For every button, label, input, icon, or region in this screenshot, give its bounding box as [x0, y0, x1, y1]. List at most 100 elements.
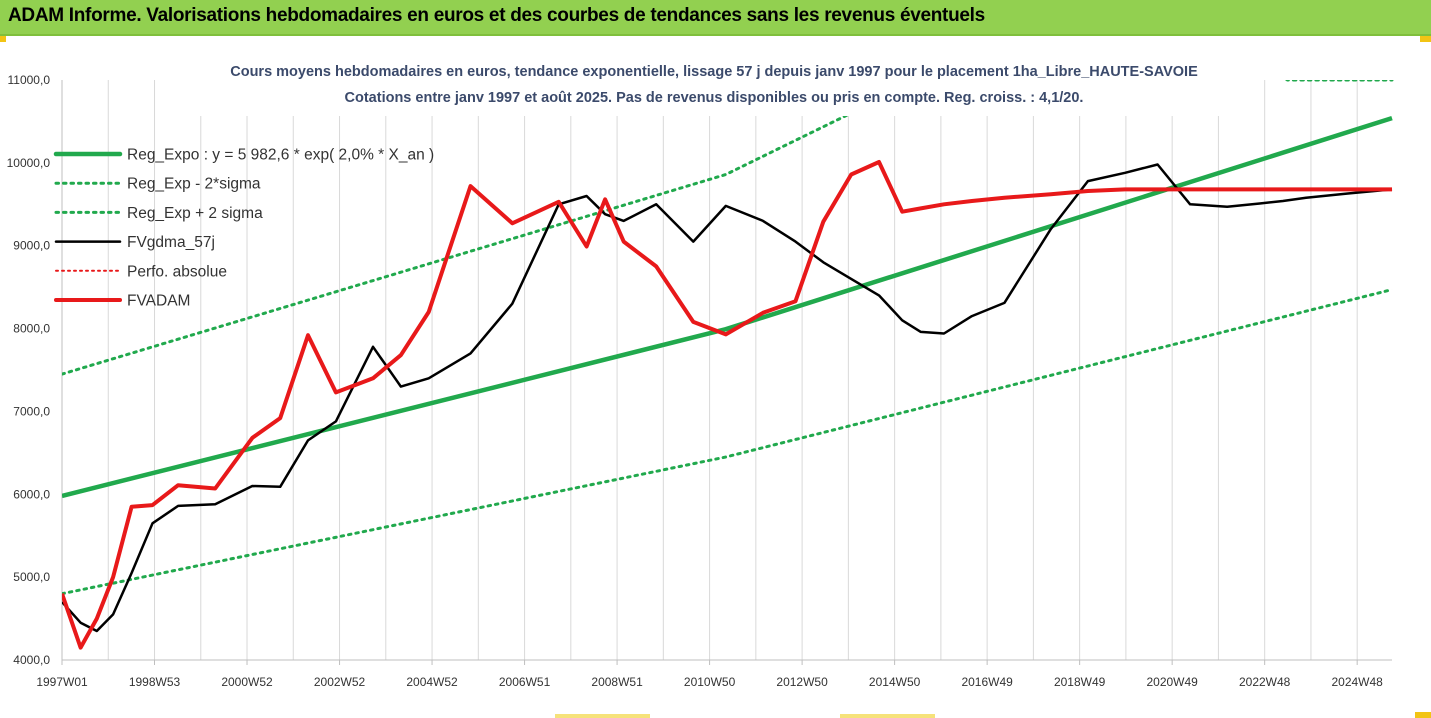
fvadam-point	[131, 506, 132, 507]
fvadam-point	[558, 201, 559, 202]
fvgdma-point	[1227, 206, 1228, 207]
fvadam-point	[1050, 194, 1051, 195]
x-tick-label: 2004W52	[406, 675, 458, 689]
trend-chart: Cours moyens hebdomadaires en euros, ten…	[7, 56, 1394, 689]
y-tick-label: 9000,0	[13, 239, 50, 253]
chart-title-line-2: Cotations entre janv 1997 et août 2025. …	[345, 90, 1084, 106]
chart-series	[62, 80, 1394, 650]
fvadam-point	[112, 577, 113, 578]
legend-label: Reg_Exp + 2 sigma	[127, 205, 263, 222]
x-tick-label: 2010W50	[684, 675, 736, 689]
fvadam-point	[1124, 189, 1125, 190]
fvgdma-point	[1050, 229, 1051, 230]
y-tick-label: 5000,0	[13, 570, 50, 584]
regression-line	[62, 115, 1393, 499]
corner-marker-right	[1420, 36, 1431, 42]
y-axis-ticks: 4000,0 5000,0 6000,0 7000,0 8000,0 9000,0 1000…	[7, 73, 51, 667]
upper-band-line	[62, 80, 1394, 376]
y-tick-label: 10000,0	[7, 156, 51, 170]
fvgdma-point	[1124, 172, 1125, 173]
y-tick-label: 6000,0	[13, 487, 50, 501]
fvgdma-point	[851, 278, 852, 279]
fvadam-point	[623, 241, 624, 242]
fvadam-point	[920, 208, 921, 209]
fvgdma-point	[1189, 204, 1190, 205]
fvgdma-point	[656, 204, 657, 205]
fvgdma-point	[335, 421, 336, 422]
fvgdma-point	[823, 262, 824, 263]
corner-marker-bottom-right	[1415, 712, 1431, 718]
fvadam-line	[62, 160, 1392, 650]
fvgdma-point	[428, 378, 429, 379]
fvgdma-point	[1087, 180, 1088, 181]
fvadam-point	[1391, 189, 1392, 190]
x-tick-label: 2022W48	[1239, 675, 1291, 689]
lower-band-point	[725, 456, 726, 457]
fvadam-point	[971, 200, 972, 201]
fvgdma-point	[943, 333, 944, 334]
fvadam-point	[307, 335, 308, 336]
fvgdma-point	[971, 316, 972, 317]
upper-band-point	[725, 174, 726, 175]
fvgdma-point	[470, 353, 471, 354]
fvadam-point	[762, 312, 763, 313]
corner-marker-bottom-mid	[840, 714, 935, 718]
fvadam-point	[725, 334, 726, 335]
x-tick-label: 1998W53	[129, 675, 181, 689]
fvadam-point	[372, 378, 373, 379]
y-tick-label: 4000,0	[13, 653, 50, 667]
fvgdma-point	[605, 214, 606, 215]
x-tick-label: 2016W49	[961, 675, 1013, 689]
x-axis-ticks: 1997W01 1998W53 2000W52 2002W52 2004W52 2006W…	[36, 660, 1383, 689]
x-tick-label: 2008W51	[591, 675, 643, 689]
fvgdma-point	[512, 303, 513, 304]
x-tick-label: 2020W49	[1146, 675, 1198, 689]
fvadam-point	[851, 174, 852, 175]
fvadam-point	[1157, 189, 1158, 190]
fvadam-point	[512, 223, 513, 224]
fvgdma-point	[1282, 200, 1283, 201]
y-tick-label: 8000,0	[13, 322, 50, 336]
fvadam-point	[1227, 189, 1228, 190]
lower-band-line	[62, 288, 1394, 596]
fvgdma-point	[902, 320, 903, 321]
fvadam-point	[96, 618, 97, 619]
fvgdma-point	[1259, 203, 1260, 204]
fvadam-point	[335, 392, 336, 393]
fvadam-point	[152, 504, 153, 505]
x-tick-label: 2014W50	[869, 675, 921, 689]
fvadam-point	[656, 266, 657, 267]
fvgdma-point	[1157, 164, 1158, 165]
x-tick-label: 2012W50	[776, 675, 828, 689]
regression-point	[725, 329, 726, 330]
title-backdrop	[170, 56, 1258, 116]
fvgdma-point	[762, 220, 763, 221]
x-tick-label: 2018W49	[1054, 675, 1106, 689]
fvgdma-point	[280, 486, 281, 487]
fvadam-point	[795, 301, 796, 302]
fvgdma-line	[62, 163, 1393, 633]
fvadam-point	[1282, 189, 1283, 190]
x-tick-label: 2024W48	[1331, 675, 1383, 689]
x-tick-label: 1997W01	[36, 675, 88, 689]
report-banner: ADAM Informe. Valorisations hebdomadaire…	[0, 0, 1431, 36]
fvgdma-point	[1306, 197, 1307, 198]
fvadam-point	[1259, 189, 1260, 190]
fvgdma-point	[725, 205, 726, 206]
fvadam-point	[470, 185, 471, 186]
lower-band-point	[1391, 289, 1392, 290]
fvgdma-point	[177, 505, 178, 506]
chart-legend: Reg_Expo : y = 5 982,6 * exp( 2,0% * X_a…	[53, 147, 434, 310]
fvgdma-point	[131, 572, 132, 573]
fvgdma-point	[795, 241, 796, 242]
fvgdma-point	[96, 630, 97, 631]
fvadam-point	[280, 417, 281, 418]
fvadam-point	[693, 321, 694, 322]
fvgdma-point	[152, 523, 153, 524]
x-tick-label: 2002W52	[314, 675, 366, 689]
fvadam-point	[400, 354, 401, 355]
fvadam-point	[215, 488, 216, 489]
fvgdma-point	[623, 220, 624, 221]
chart-title-line-1: Cours moyens hebdomadaires en euros, ten…	[230, 64, 1198, 80]
fvadam-point	[1347, 189, 1348, 190]
